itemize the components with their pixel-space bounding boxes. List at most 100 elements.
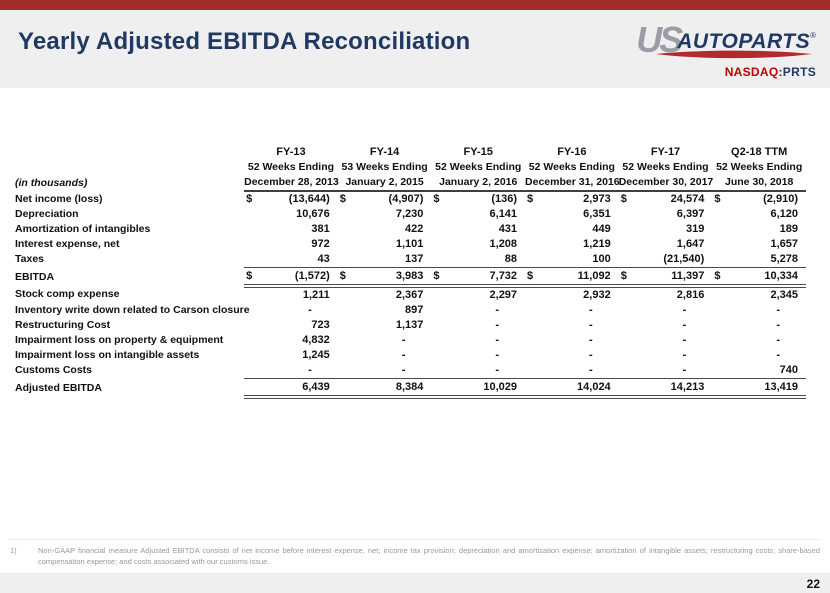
table-row: Impairment loss on property & equipment 4… [12, 333, 806, 348]
value-text: - [589, 319, 593, 331]
dollar-sign: $ [246, 193, 253, 205]
header-row: (in thousands) December 28, 2013 January 2… [12, 175, 806, 192]
cell-value: 431 [431, 222, 525, 237]
ticker-exchange: NASDAQ [724, 65, 779, 79]
cell-value: - [525, 363, 619, 379]
page-title: Yearly Adjusted EBITDA Reconciliation [18, 28, 471, 55]
value-text: 100 [592, 253, 611, 265]
value-text: - [401, 349, 406, 361]
table-row: Interest expense, net 972 1,101 1,208 1,219 1… [12, 237, 806, 252]
dollar-sign: $ [527, 193, 534, 205]
value-text: 740 [779, 364, 798, 376]
cell-value: - [712, 318, 806, 333]
value-text: (1,572) [294, 270, 330, 282]
cell-value: 6,397 [619, 207, 713, 222]
value-text: 5,278 [770, 253, 798, 265]
value-text: 189 [779, 223, 798, 235]
cell-value: 6,439 [244, 378, 338, 399]
cell-value: 88 [431, 252, 525, 268]
cell-value: - [244, 363, 338, 379]
cell-value: 4,832 [244, 333, 338, 348]
value-text: 13,419 [764, 381, 798, 393]
cell-value: - [525, 303, 619, 318]
ticker-symbol: :PRTS [778, 65, 816, 79]
value-text: 2,816 [676, 289, 705, 301]
column-header: January 2, 2015 [337, 175, 432, 192]
cell-value: 14,024 [525, 378, 619, 399]
column-header: FY-13 [276, 146, 306, 158]
table-row: Taxes 43 137 88 100 (21,540) 5,278 [12, 252, 806, 268]
cell-value: 5,278 [712, 252, 806, 268]
cell-value: - [619, 348, 713, 363]
cell-value: 13,419 [712, 378, 806, 399]
value-text: (2,910) [763, 193, 798, 205]
value-text: 1,657 [770, 238, 798, 250]
table-row: Impairment loss on intangible assets 1,24… [12, 348, 806, 363]
row-label: Restructuring Cost [15, 319, 111, 331]
value-text: 449 [592, 223, 611, 235]
cell-value: 381 [244, 222, 338, 237]
cell-value: - [712, 333, 806, 348]
row-label: Customs Costs [15, 364, 93, 377]
table-header: FY-13 FY-14 FY-15 FY-16 FY-17 Q2-18 TTM 52 Wee… [12, 145, 806, 192]
value-text: 1,101 [395, 238, 424, 250]
table-row: Customs Costs - - - - - 740 [12, 363, 806, 379]
value-text: - [776, 334, 780, 346]
cell-value: $7,732 [431, 267, 526, 288]
row-label: Amortization of intangibles [15, 223, 151, 235]
dollar-sign: $ [339, 193, 346, 205]
column-header: Q2-18 TTM [731, 146, 788, 158]
value-text: 3,983 [395, 270, 424, 282]
value-text: 2,973 [583, 193, 611, 205]
logo-autoparts-text: AUTOPARTS [677, 30, 811, 53]
cell-value: - [244, 303, 338, 318]
cell-value: 10,676 [244, 207, 338, 222]
column-header: 52 Weeks Ending [435, 161, 522, 173]
value-text: 6,397 [676, 208, 705, 220]
cell-value: 100 [525, 252, 619, 268]
value-text: - [495, 364, 500, 376]
dollar-sign: $ [620, 270, 627, 282]
value-text: - [682, 334, 687, 346]
cell-value: - [525, 348, 619, 363]
value-text: - [308, 364, 312, 376]
column-header: December 30, 2017 [618, 175, 713, 192]
value-text: 381 [311, 223, 330, 235]
cell-value: 7,230 [338, 207, 432, 222]
column-header: 52 Weeks Ending [622, 161, 709, 173]
value-text: 8,384 [395, 381, 424, 393]
cell-value: 972 [244, 237, 338, 252]
cell-value: $11,397 [618, 267, 713, 288]
value-text: 2,345 [770, 289, 798, 301]
footnote-text: Non-GAAP financial measure Adjusted EBIT… [38, 545, 820, 566]
value-text: (4,907) [388, 193, 424, 205]
value-text: - [682, 319, 687, 331]
footnote-marker: 1) [10, 545, 17, 555]
value-text: 6,141 [489, 208, 518, 220]
value-text: 14,213 [670, 381, 705, 393]
dollar-sign: $ [714, 270, 721, 282]
cell-value: 6,351 [525, 207, 619, 222]
cell-value: - [712, 303, 806, 318]
row-label: Interest expense, net [15, 238, 120, 250]
cell-value: 1,211 [244, 286, 338, 303]
row-label: Depreciation [15, 208, 79, 220]
value-text: - [589, 349, 593, 361]
cell-value: $24,574 [619, 191, 713, 207]
table-row: Amortization of intangibles 381 422 431 449 3… [12, 222, 806, 237]
value-text: 972 [311, 238, 330, 250]
cell-value: 1,137 [338, 318, 432, 333]
value-text: 1,211 [302, 289, 330, 301]
value-text: 2,297 [489, 289, 518, 301]
page-number: 22 [806, 577, 820, 591]
value-text: 319 [685, 223, 705, 235]
registered-trademark-icon: ® [810, 31, 816, 40]
value-text: 1,219 [583, 238, 611, 250]
cell-value: - [338, 333, 432, 348]
value-text: - [401, 364, 406, 376]
dollar-sign: $ [433, 193, 440, 205]
table-row: Stock comp expense 1,211 2,367 2,297 2,932 2,… [12, 286, 806, 303]
column-header: 52 Weeks Ending [716, 161, 803, 173]
cell-value: 2,932 [525, 286, 619, 303]
cell-value: - [338, 363, 432, 379]
